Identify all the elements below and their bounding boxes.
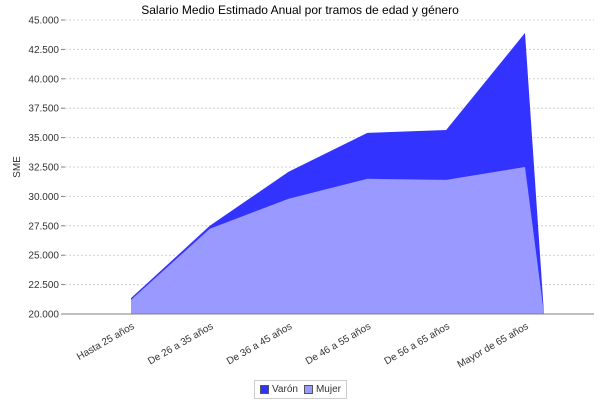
y-tick-label: 27.500	[28, 221, 59, 232]
y-tick-label: 25.000	[28, 251, 59, 262]
x-tick-label: De 36 a 45 años	[225, 321, 294, 367]
y-axis: 20.000 22.500 25.000 27.500 30.000 32.500 35.0…	[28, 16, 65, 321]
x-tick-label: De 26 a 35 años	[146, 321, 215, 367]
legend-item-mujer: Mujer	[303, 384, 341, 395]
y-tick-label: 35.000	[28, 133, 59, 144]
legend-swatch-varon	[260, 385, 269, 394]
x-tick-label: De 56 a 65 años	[383, 321, 452, 367]
legend-item-varon: Varón	[260, 384, 298, 395]
legend-label-varon: Varón	[272, 384, 298, 395]
chart-title: Salario Medio Estimado Anual por tramos …	[141, 3, 459, 17]
area-series-mujer	[131, 167, 544, 314]
legend-swatch-mujer	[303, 385, 313, 394]
x-tick-label: De 46 a 55 años	[304, 321, 373, 367]
y-tick-label: 37.500	[28, 104, 59, 115]
y-axis-label: SME	[12, 156, 23, 178]
x-tick-label: Mayor de 65 años	[456, 321, 531, 371]
legend: Varón Mujer	[254, 380, 347, 399]
y-tick-label: 42.500	[28, 45, 59, 56]
x-tick-label: Hasta 25 años	[75, 321, 136, 363]
y-tick-label: 22.500	[28, 280, 59, 291]
y-tick-label: 45.000	[28, 16, 59, 27]
legend-label-mujer: Mujer	[315, 384, 341, 395]
plot-area	[131, 32, 544, 314]
y-tick-label: 20.000	[28, 310, 59, 321]
y-tick-label: 32.500	[28, 163, 59, 174]
y-tick-label: 40.000	[28, 74, 59, 85]
y-tick-label: 30.000	[28, 192, 59, 203]
x-axis: Hasta 25 años De 26 a 35 años De 36 a 45 a…	[75, 321, 530, 371]
